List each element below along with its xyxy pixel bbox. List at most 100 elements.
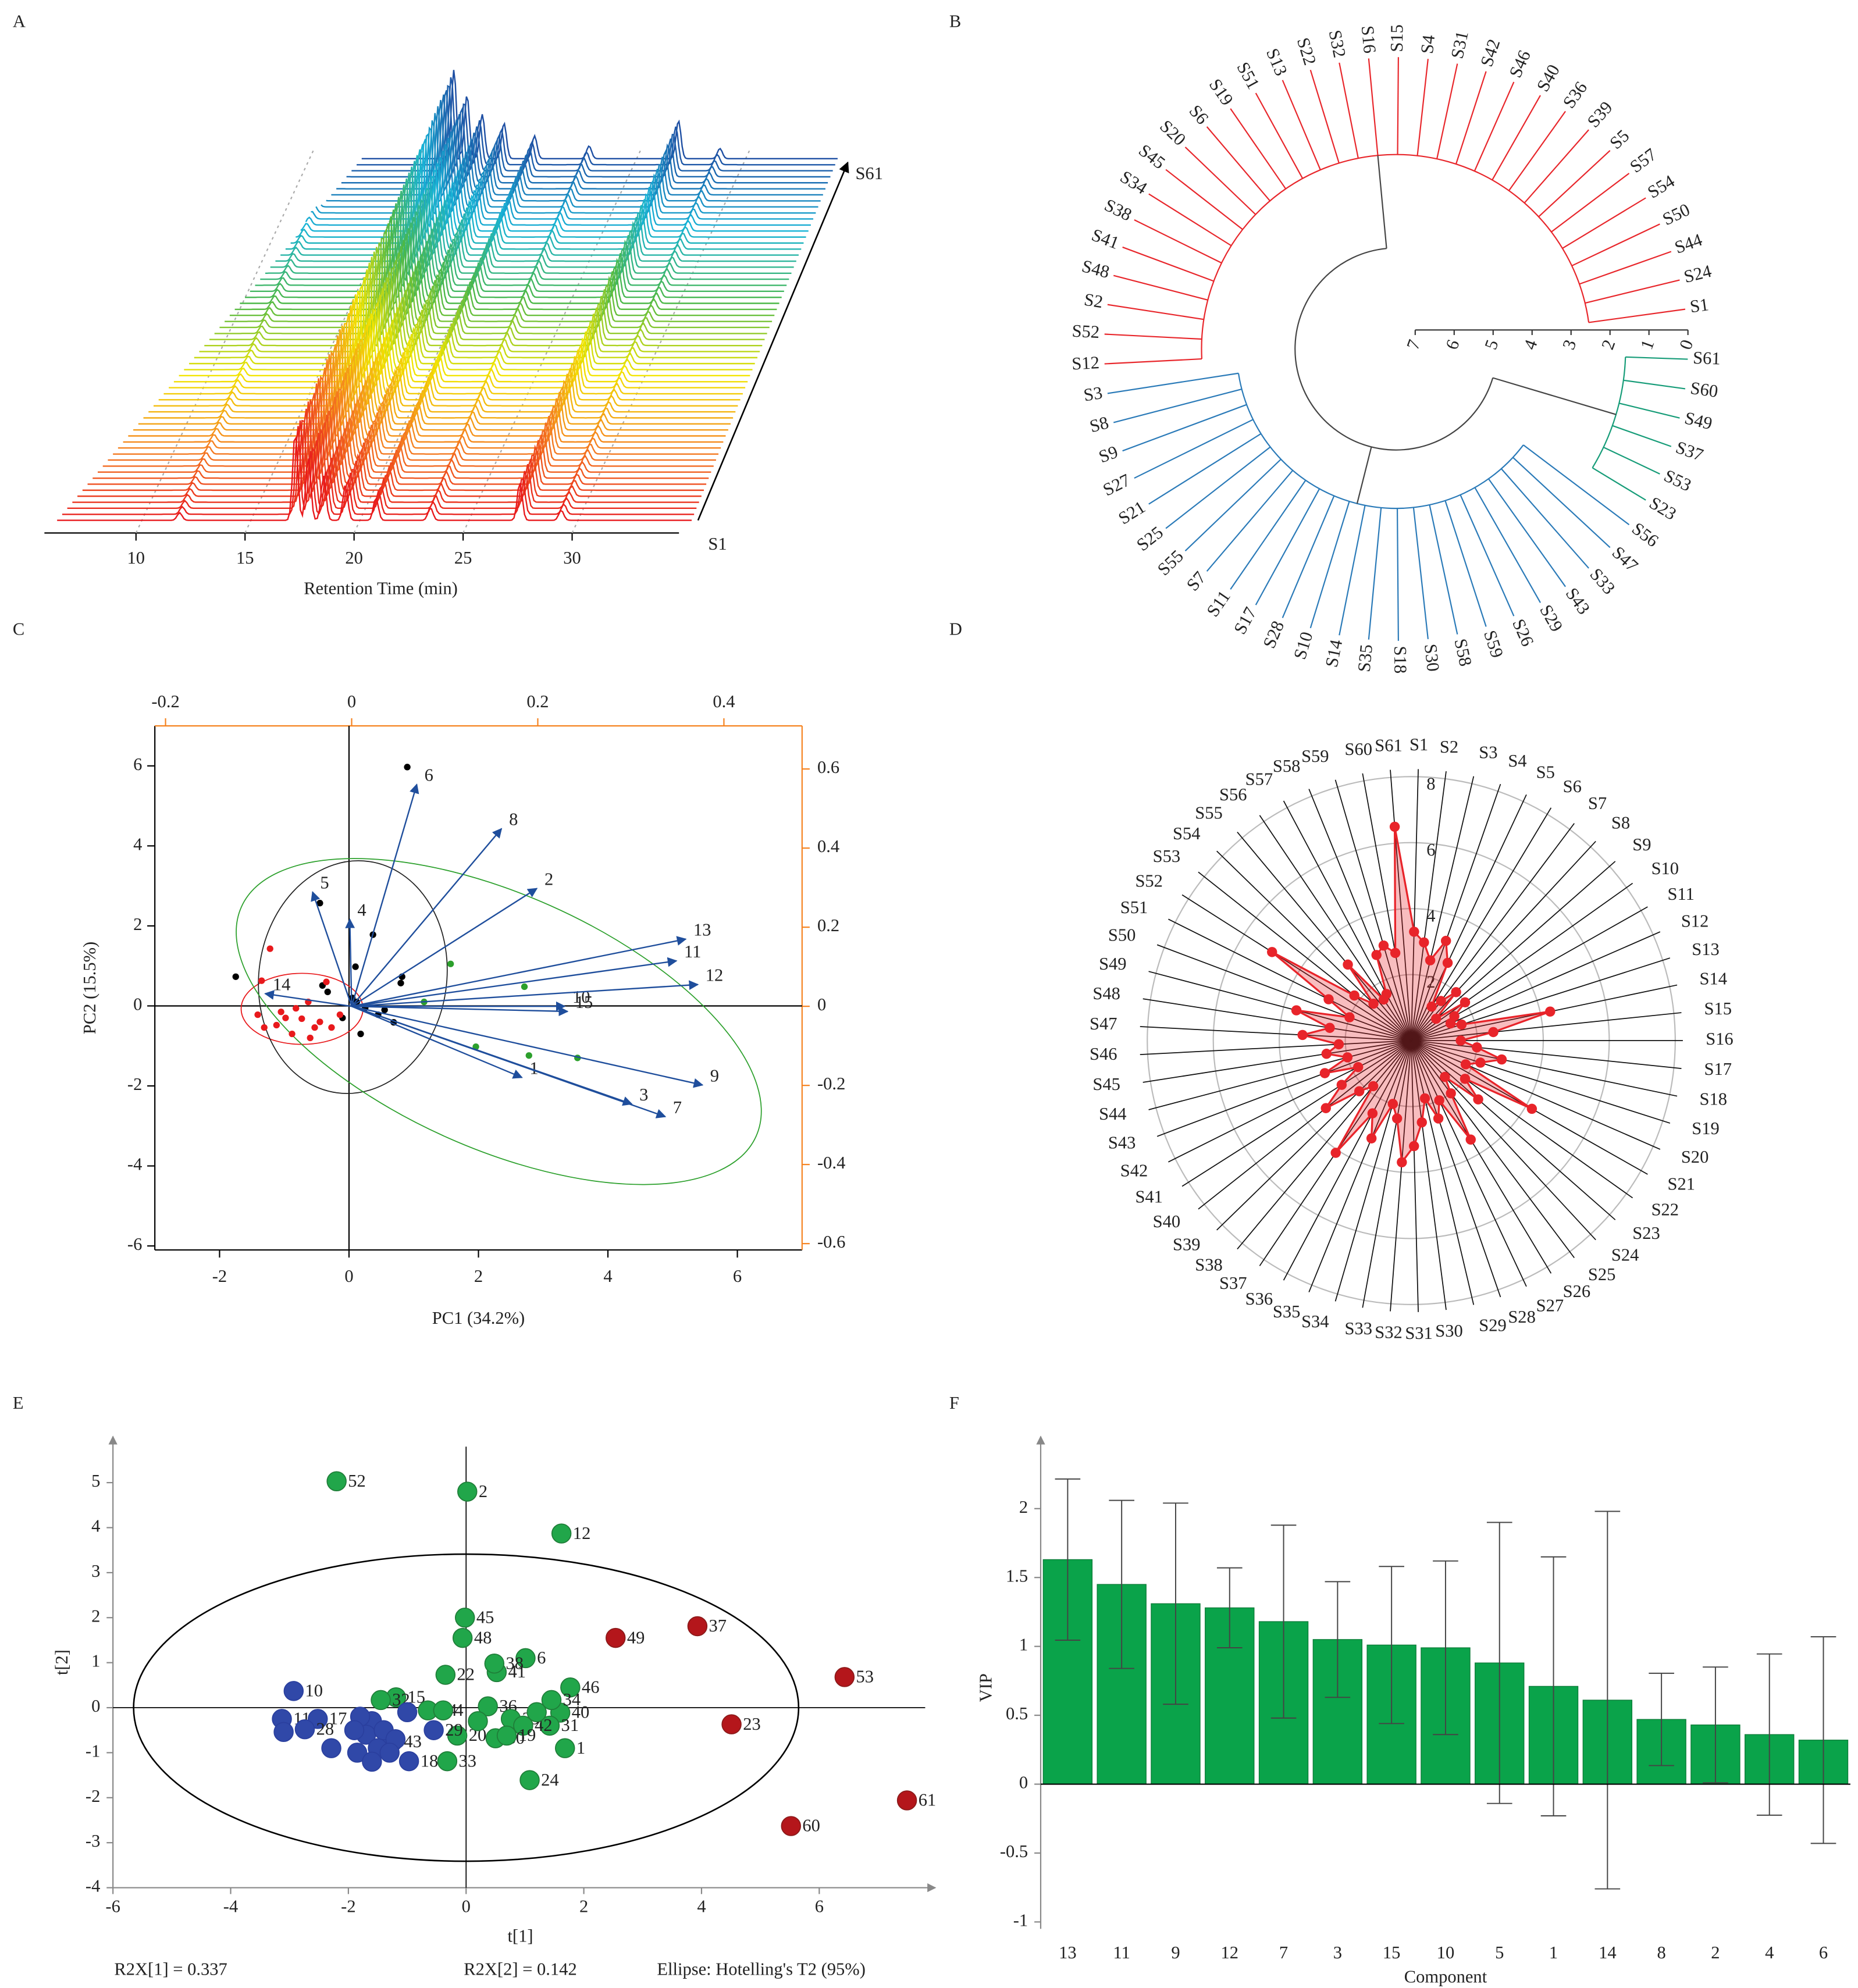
leaf-branch bbox=[1623, 379, 1686, 390]
x-tick-label: 15 bbox=[236, 548, 254, 568]
radar-category-label: S17 bbox=[1704, 1059, 1732, 1079]
leaf-branch bbox=[1551, 173, 1630, 233]
point-label: 22 bbox=[457, 1665, 475, 1684]
radar-spoke bbox=[1411, 882, 1633, 1041]
radar-point bbox=[1336, 1079, 1347, 1090]
radar-spoke bbox=[1411, 1040, 1475, 1305]
leaf-branch bbox=[1579, 251, 1672, 285]
radar-point bbox=[1426, 1001, 1437, 1012]
radar-spoke bbox=[1237, 1040, 1412, 1250]
chromatogram-trace bbox=[169, 298, 746, 389]
sample-label-last: S61 bbox=[855, 163, 883, 183]
radar-spoke bbox=[1411, 1040, 1501, 1298]
chromatogram-trace bbox=[62, 426, 695, 515]
score-point bbox=[294, 1719, 315, 1740]
y-tick-label: 4 bbox=[133, 834, 142, 854]
leaf-label: S55 bbox=[1154, 546, 1187, 579]
radar-point bbox=[1391, 1113, 1403, 1124]
leaf-branch bbox=[1113, 389, 1242, 423]
leaf-branch bbox=[1436, 63, 1458, 159]
radar-category-label: S21 bbox=[1668, 1174, 1696, 1193]
radar-spoke bbox=[1168, 1040, 1412, 1163]
x-tick-label: -6 bbox=[105, 1896, 120, 1916]
leaf-branch bbox=[1134, 219, 1222, 264]
point-label: 34 bbox=[563, 1690, 581, 1709]
point-label: 6 bbox=[537, 1648, 546, 1668]
radar-spoke bbox=[1411, 794, 1527, 1041]
leaf-label: S44 bbox=[1672, 230, 1704, 258]
leaf-label: S47 bbox=[1608, 543, 1642, 576]
y-axis-label: t[2] bbox=[52, 1649, 72, 1675]
chromatogram-trace bbox=[204, 256, 763, 347]
radar-spoke bbox=[1411, 840, 1596, 1041]
chromatogram-trace bbox=[250, 203, 784, 292]
scale-tick-label: 5 bbox=[1480, 337, 1502, 352]
score-point bbox=[519, 1770, 540, 1790]
score-point bbox=[526, 1702, 547, 1723]
y-tick-label: -3 bbox=[86, 1831, 100, 1851]
leaf-label: S13 bbox=[1262, 45, 1291, 79]
radar-point bbox=[1409, 927, 1419, 937]
loading-label: 11 bbox=[684, 942, 701, 961]
leaf-branch bbox=[1412, 507, 1429, 639]
radar-category-label: S6 bbox=[1563, 776, 1582, 796]
leaf-label: S4 bbox=[1417, 34, 1439, 55]
radar-point bbox=[1526, 1103, 1537, 1114]
leaf-branch bbox=[1492, 95, 1541, 180]
radar-point bbox=[1475, 1057, 1486, 1068]
radar-tick-label: 2 bbox=[1426, 972, 1435, 992]
annotation: R2X[1] = 0.337 bbox=[114, 1959, 227, 1979]
radar-category-label: S26 bbox=[1563, 1281, 1591, 1301]
x-tick-label: 9 bbox=[1171, 1943, 1180, 1962]
radar-spoke bbox=[1216, 850, 1412, 1041]
score-point bbox=[324, 988, 331, 996]
leaf-label: S61 bbox=[1693, 348, 1721, 369]
score-point bbox=[687, 1616, 708, 1637]
radar-category-label: S30 bbox=[1435, 1321, 1463, 1341]
radar-spoke bbox=[1156, 1040, 1412, 1137]
chromatogram-trace bbox=[158, 313, 741, 401]
radar-point bbox=[1419, 937, 1429, 948]
score-point bbox=[328, 1024, 335, 1031]
radar-category-label: S19 bbox=[1692, 1118, 1720, 1138]
y-tick-label: 2 bbox=[133, 914, 142, 934]
leaf-branch bbox=[1396, 508, 1399, 641]
radar-point bbox=[1397, 1157, 1407, 1168]
loading-arrow bbox=[311, 891, 353, 1007]
leaf-label: S30 bbox=[1421, 643, 1443, 672]
radar-spoke bbox=[1283, 1040, 1412, 1281]
score-point bbox=[541, 1690, 562, 1711]
panel-label: E bbox=[13, 1393, 24, 1413]
score-point bbox=[484, 1653, 505, 1674]
leaf-branch bbox=[1538, 149, 1611, 218]
radar-spoke bbox=[1181, 1040, 1412, 1187]
scale-tick-label: 6 bbox=[1441, 337, 1463, 352]
point-label: 10 bbox=[305, 1681, 323, 1701]
chromatogram-trace bbox=[341, 94, 828, 184]
score-point bbox=[496, 1725, 517, 1746]
score-point bbox=[323, 978, 330, 985]
loading-arrow bbox=[351, 888, 538, 1007]
x-tick-label: 12 bbox=[1221, 1943, 1239, 1962]
chromatogram-trace bbox=[290, 155, 804, 244]
leaf-branch bbox=[1184, 147, 1257, 215]
leaf-label: S46 bbox=[1505, 47, 1535, 80]
score-point bbox=[316, 1018, 323, 1025]
x-tick-label: 0 bbox=[344, 1266, 353, 1286]
radar-point bbox=[1408, 1141, 1419, 1152]
point-label: 41 bbox=[508, 1662, 526, 1681]
radar-point bbox=[1320, 1103, 1331, 1113]
leaf-branch bbox=[1184, 458, 1282, 551]
leaf-branch bbox=[1455, 71, 1487, 165]
score-point bbox=[379, 1743, 400, 1763]
score-point bbox=[397, 979, 404, 986]
leaf-label: S48 bbox=[1080, 256, 1112, 282]
point-label: 18 bbox=[421, 1751, 439, 1770]
y-tick-label: -2 bbox=[127, 1074, 142, 1094]
radar-spoke bbox=[1140, 1026, 1412, 1041]
leaf-branch bbox=[1165, 169, 1243, 230]
radar-spoke bbox=[1216, 1040, 1412, 1231]
leaf-branch bbox=[1523, 444, 1630, 526]
radar-category-label: S4 bbox=[1508, 751, 1526, 771]
radar-spoke bbox=[1411, 1040, 1616, 1220]
